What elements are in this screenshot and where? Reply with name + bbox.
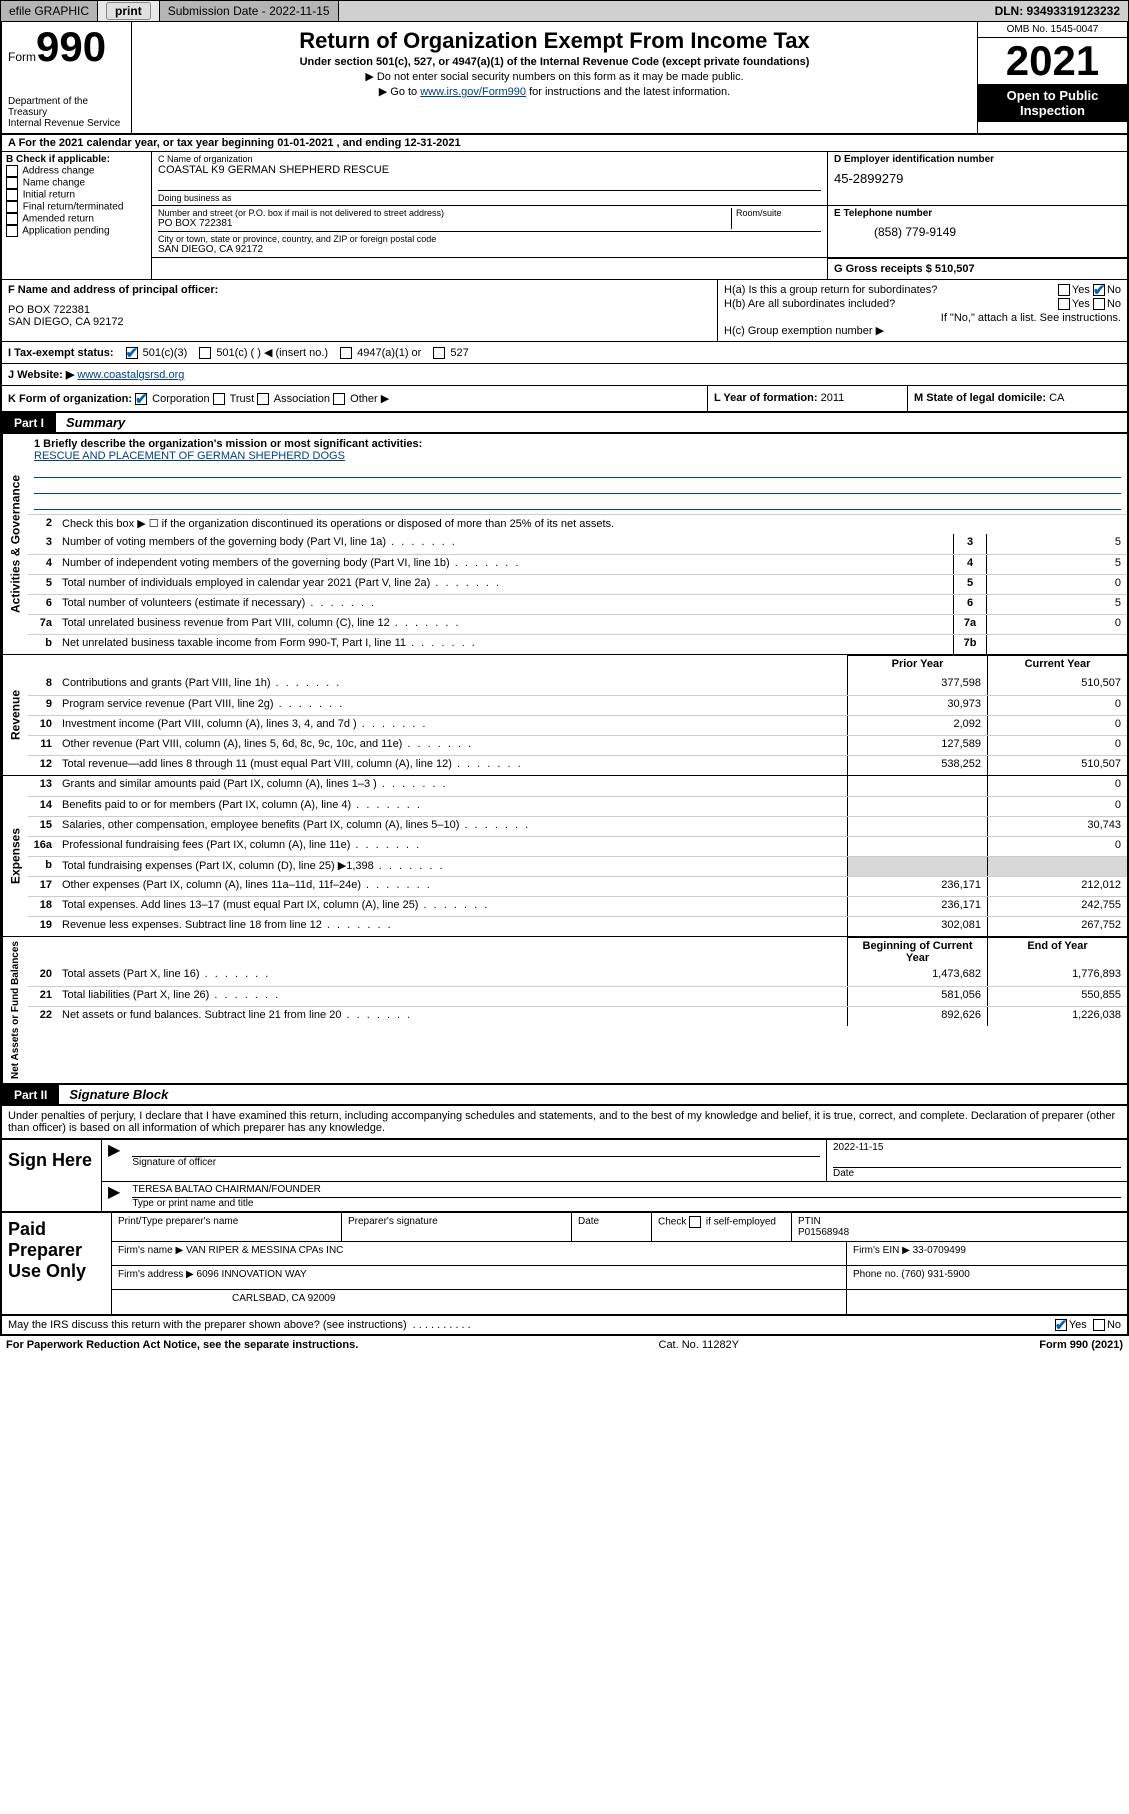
side-activities: Activities & Governance [2, 434, 28, 654]
box-d: D Employer identification number 45-2899… [827, 152, 1127, 205]
summary-row: 21Total liabilities (Part X, line 26)581… [28, 986, 1127, 1006]
firm-ein: 33-0709499 [913, 1245, 966, 1256]
summary-table: Activities & Governance 1 Briefly descri… [0, 434, 1129, 1085]
h-b-no[interactable] [1093, 298, 1105, 310]
box-f: F Name and address of principal officer:… [2, 280, 717, 341]
row-i: I Tax-exempt status: 501(c)(3) 501(c) ( … [2, 341, 1127, 363]
firm-name: VAN RIPER & MESSINA CPAs INC [186, 1245, 343, 1256]
row-l: L Year of formation: 2011 [707, 386, 907, 411]
dln: DLN: 93493319123232 [987, 1, 1128, 21]
row-j: J Website: ▶ www.coastalgsrsd.org [2, 363, 1127, 385]
open-inspection: Open to Public Inspection [978, 84, 1127, 122]
form-number: 990 [36, 26, 106, 68]
summary-row: 6Total number of volunteers (estimate if… [28, 594, 1127, 614]
part-2-header: Part II Signature Block [0, 1085, 1129, 1106]
h-b-yes[interactable] [1058, 298, 1070, 310]
box-b-item[interactable]: Address change [6, 165, 147, 177]
instructions-link[interactable]: www.irs.gov/Form990 [420, 86, 526, 98]
summary-row: 11Other revenue (Part VIII, column (A), … [28, 735, 1127, 755]
firm-phone: (760) 931-5900 [901, 1269, 969, 1280]
ein: 45-2899279 [834, 171, 1121, 186]
print-button[interactable]: print [98, 1, 160, 21]
discuss-line: May the IRS discuss this return with the… [0, 1316, 1129, 1336]
summary-row: 9Program service revenue (Part VIII, lin… [28, 695, 1127, 715]
footer: For Paperwork Reduction Act Notice, see … [0, 1336, 1129, 1354]
arrow-icon: ▶ [102, 1140, 126, 1181]
org-street: PO BOX 722381 [158, 218, 731, 229]
discuss-yes[interactable] [1055, 1319, 1067, 1331]
summary-row: 8Contributions and grants (Part VIII, li… [28, 675, 1127, 695]
top-toolbar: efile GRAPHIC print Submission Date - 20… [0, 0, 1129, 22]
h-a-no[interactable] [1093, 284, 1105, 296]
box-b-item[interactable]: Application pending [6, 225, 147, 237]
arrow-icon: ▶ [102, 1182, 126, 1211]
efile-label: efile GRAPHIC [1, 1, 98, 21]
header-block: B Check if applicable: Address change Na… [0, 151, 1129, 413]
h-a-yes[interactable] [1058, 284, 1070, 296]
org-city: SAN DIEGO, CA 92172 [158, 244, 821, 255]
row-k: K Form of organization: Corporation Trus… [2, 386, 707, 411]
ptin: P01568948 [798, 1227, 849, 1238]
penalties-text: Under penalties of perjury, I declare th… [0, 1106, 1129, 1140]
summary-row: 10Investment income (Part VIII, column (… [28, 715, 1127, 735]
form-title: Return of Organization Exempt From Incom… [140, 28, 969, 54]
box-c: C Name of organization COASTAL K9 GERMAN… [152, 152, 827, 205]
summary-row: 17Other expenses (Part IX, column (A), l… [28, 876, 1127, 896]
box-b: B Check if applicable: Address change Na… [2, 152, 152, 279]
part-1-header: Part I Summary [0, 413, 1129, 434]
summary-row: 3Number of voting members of the governi… [28, 534, 1127, 554]
summary-row: 19Revenue less expenses. Subtract line 1… [28, 916, 1127, 936]
side-expenses: Expenses [2, 776, 28, 936]
tax-year: 2021 [978, 38, 1127, 84]
side-revenue: Revenue [2, 655, 28, 775]
summary-row: 18Total expenses. Add lines 13–17 (must … [28, 896, 1127, 916]
org-name: COASTAL K9 GERMAN SHEPHERD RESCUE [158, 164, 821, 176]
line-1: 1 Briefly describe the organization's mi… [28, 434, 1127, 514]
summary-row: 4Number of independent voting members of… [28, 554, 1127, 574]
line-a: A For the 2021 calendar year, or tax yea… [0, 135, 1129, 151]
side-netassets: Net Assets or Fund Balances [2, 937, 28, 1083]
summary-row: bTotal fundraising expenses (Part IX, co… [28, 856, 1127, 876]
cat-no: Cat. No. 11282Y [358, 1339, 1039, 1351]
summary-row: 13Grants and similar amounts paid (Part … [28, 776, 1127, 796]
box-g: G Gross receipts $ 510,507 [827, 258, 1127, 279]
discuss-no[interactable] [1093, 1319, 1105, 1331]
summary-row: 20Total assets (Part X, line 16)1,473,68… [28, 966, 1127, 986]
k-corp[interactable] [135, 393, 147, 405]
summary-row: 15Salaries, other compensation, employee… [28, 816, 1127, 836]
phone: (858) 779-9149 [874, 225, 1121, 239]
paid-preparer-block: Paid Preparer Use Only Print/Type prepar… [0, 1213, 1129, 1316]
gross-receipts: 510,507 [935, 263, 975, 275]
box-e: E Telephone number (858) 779-9149 [827, 206, 1127, 257]
firm-address: 6096 INNOVATION WAY [197, 1269, 307, 1280]
website-link[interactable]: www.coastalgsrsd.org [77, 369, 184, 381]
summary-row: 22Net assets or fund balances. Subtract … [28, 1006, 1127, 1026]
row-m: M State of legal domicile: CA [907, 386, 1127, 411]
sign-date: 2022-11-15 [833, 1142, 1121, 1153]
officer-name: TERESA BALTAO CHAIRMAN/FOUNDER [132, 1184, 1121, 1195]
summary-row: bNet unrelated business taxable income f… [28, 634, 1127, 654]
form-ref: Form 990 (2021) [1039, 1339, 1123, 1351]
mission: RESCUE AND PLACEMENT OF GERMAN SHEPHERD … [34, 450, 345, 462]
box-b-item[interactable]: Final return/terminated [6, 201, 147, 213]
omb-number: OMB No. 1545-0047 [978, 22, 1127, 38]
i-501c3[interactable] [126, 347, 138, 359]
form-id-box: Form 990 Department of the Treasury Inte… [2, 22, 132, 133]
summary-row: 16aProfessional fundraising fees (Part I… [28, 836, 1127, 856]
summary-row: 14Benefits paid to or for members (Part … [28, 796, 1127, 816]
sign-here-block: Sign Here ▶ Signature of officer 2022-11… [0, 1140, 1129, 1213]
box-b-item[interactable]: Amended return [6, 213, 147, 225]
box-b-item[interactable]: Initial return [6, 189, 147, 201]
summary-row: 7aTotal unrelated business revenue from … [28, 614, 1127, 634]
box-h: H(a) Is this a group return for subordin… [717, 280, 1127, 341]
summary-row: 12Total revenue—add lines 8 through 11 (… [28, 755, 1127, 775]
firm-address-2: CARLSBAD, CA 92009 [112, 1290, 847, 1314]
summary-row: 5Total number of individuals employed in… [28, 574, 1127, 594]
form-header: Form 990 Department of the Treasury Inte… [0, 22, 1129, 135]
submission-date: Submission Date - 2022-11-15 [160, 1, 339, 21]
box-b-item[interactable]: Name change [6, 177, 147, 189]
